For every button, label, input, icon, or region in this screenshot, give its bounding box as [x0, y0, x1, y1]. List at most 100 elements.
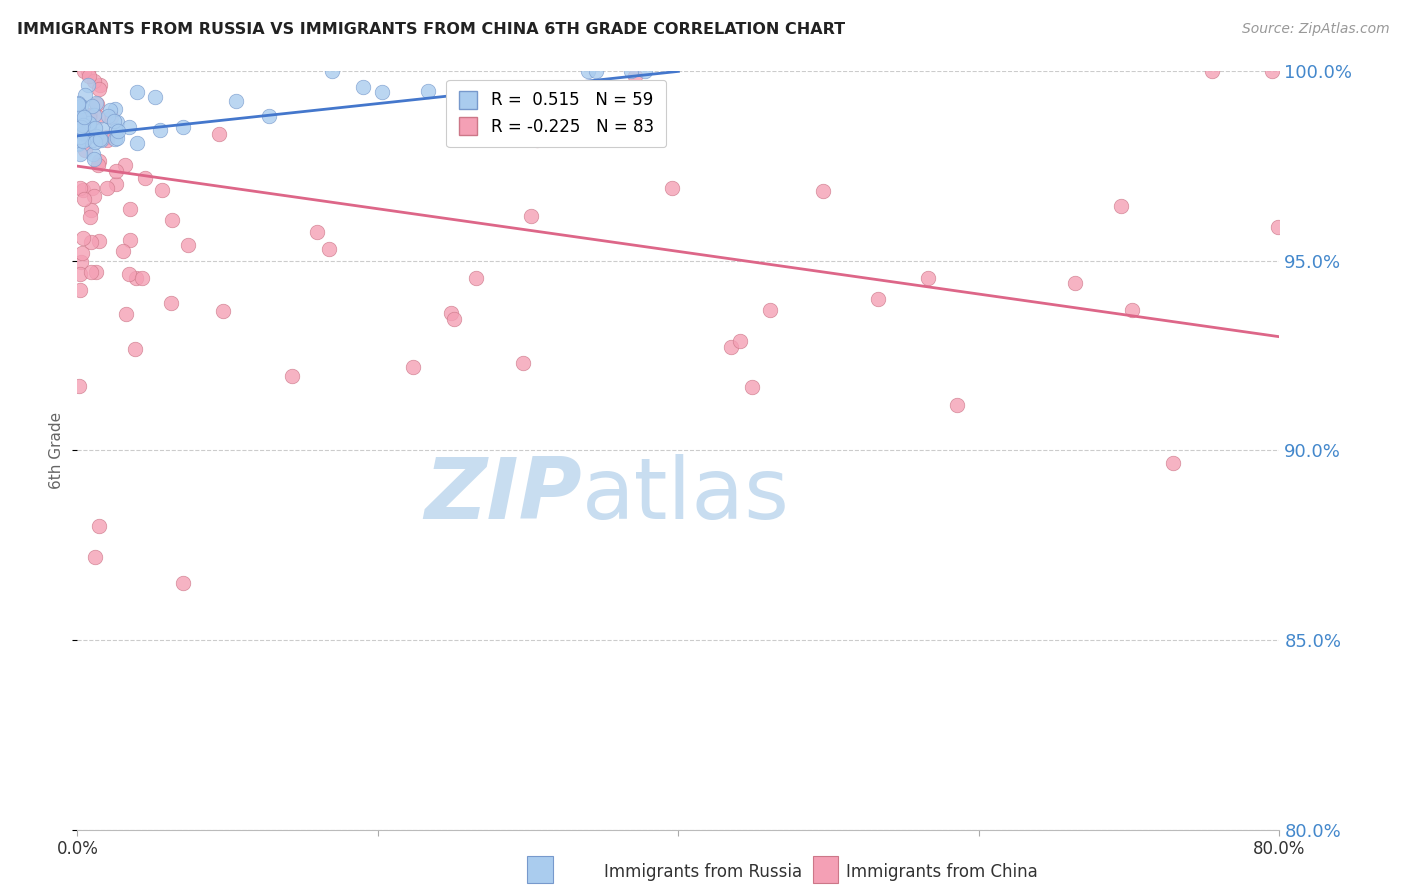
Point: [80, 235, 103, 249]
Point: [104, 177, 127, 191]
Point: [620, 64, 643, 78]
Point: [160, 296, 183, 310]
Point: [70, 246, 93, 260]
Point: [160, 212, 183, 227]
Point: [67, 96, 90, 111]
Point: [177, 238, 200, 252]
Point: [69, 267, 91, 281]
Point: [80, 99, 103, 113]
Point: [89, 78, 111, 92]
Point: [624, 70, 647, 84]
Point: [83, 108, 105, 122]
Point: [728, 334, 751, 348]
Point: [118, 120, 141, 134]
Point: [86, 97, 108, 112]
Point: [84, 128, 107, 143]
Point: [77, 118, 100, 132]
Point: [77, 69, 100, 83]
Point: [100, 110, 122, 124]
Point: [69, 147, 91, 161]
Point: [96, 181, 118, 195]
Point: [281, 369, 304, 384]
Point: [759, 303, 782, 318]
Point: [90, 133, 112, 147]
Point: [107, 123, 129, 137]
Point: [945, 398, 967, 412]
Point: [73, 110, 96, 124]
Point: [104, 132, 127, 146]
Legend: R =  0.515   N = 59, R = -0.225   N = 83: R = 0.515 N = 59, R = -0.225 N = 83: [446, 79, 666, 147]
Point: [520, 209, 543, 223]
Point: [73, 192, 96, 206]
Point: [69, 117, 91, 131]
Point: [84, 135, 107, 149]
Point: [89, 153, 111, 168]
Point: [1121, 303, 1143, 318]
Point: [67, 137, 90, 152]
Point: [82, 181, 104, 195]
Point: [79, 203, 101, 218]
Point: [67, 97, 90, 112]
Point: [464, 271, 486, 285]
Point: [72, 126, 94, 140]
Point: [72, 231, 94, 245]
Point: [82, 133, 104, 147]
Point: [83, 549, 105, 564]
Point: [661, 181, 683, 195]
Point: [77, 78, 100, 92]
Point: [416, 84, 439, 98]
Point: [89, 131, 111, 145]
Point: [79, 110, 101, 124]
Point: [79, 108, 101, 122]
Point: [87, 110, 110, 124]
Point: [440, 305, 463, 319]
Point: [84, 265, 107, 279]
Point: [91, 121, 114, 136]
Point: [105, 130, 128, 145]
Point: [83, 74, 105, 88]
Point: [105, 115, 128, 129]
Point: [73, 143, 96, 157]
Point: [143, 90, 166, 104]
Text: atlas: atlas: [582, 454, 790, 538]
Point: [67, 113, 90, 128]
Point: [84, 121, 107, 136]
Text: ZIP: ZIP: [425, 454, 582, 538]
Point: [84, 95, 107, 110]
Point: [79, 116, 101, 130]
Point: [103, 114, 125, 128]
Text: Immigrants from China: Immigrants from China: [846, 863, 1038, 881]
Point: [100, 103, 122, 117]
Point: [318, 242, 340, 256]
Point: [96, 133, 118, 147]
Point: [321, 64, 343, 78]
Point: [370, 85, 392, 99]
Point: [576, 64, 599, 78]
Text: Immigrants from Russia: Immigrants from Russia: [605, 863, 801, 881]
Point: [105, 164, 128, 178]
Point: [509, 96, 531, 111]
Point: [115, 307, 138, 321]
Point: [134, 170, 156, 185]
Y-axis label: 6th Grade: 6th Grade: [49, 412, 65, 489]
Point: [307, 225, 329, 239]
Point: [67, 120, 90, 135]
Point: [811, 185, 834, 199]
Point: [75, 87, 97, 102]
Point: [124, 342, 146, 356]
Point: [1201, 64, 1223, 78]
Point: [741, 379, 763, 393]
Point: [124, 270, 146, 285]
Point: [76, 64, 98, 78]
Point: [172, 576, 194, 591]
Point: [69, 283, 91, 297]
Point: [87, 519, 110, 533]
Point: [96, 130, 118, 145]
Point: [443, 312, 465, 326]
Point: [67, 136, 90, 150]
Point: [67, 110, 90, 124]
Point: [917, 271, 939, 285]
Point: [87, 234, 110, 248]
Point: [526, 133, 548, 147]
Point: [866, 292, 889, 306]
